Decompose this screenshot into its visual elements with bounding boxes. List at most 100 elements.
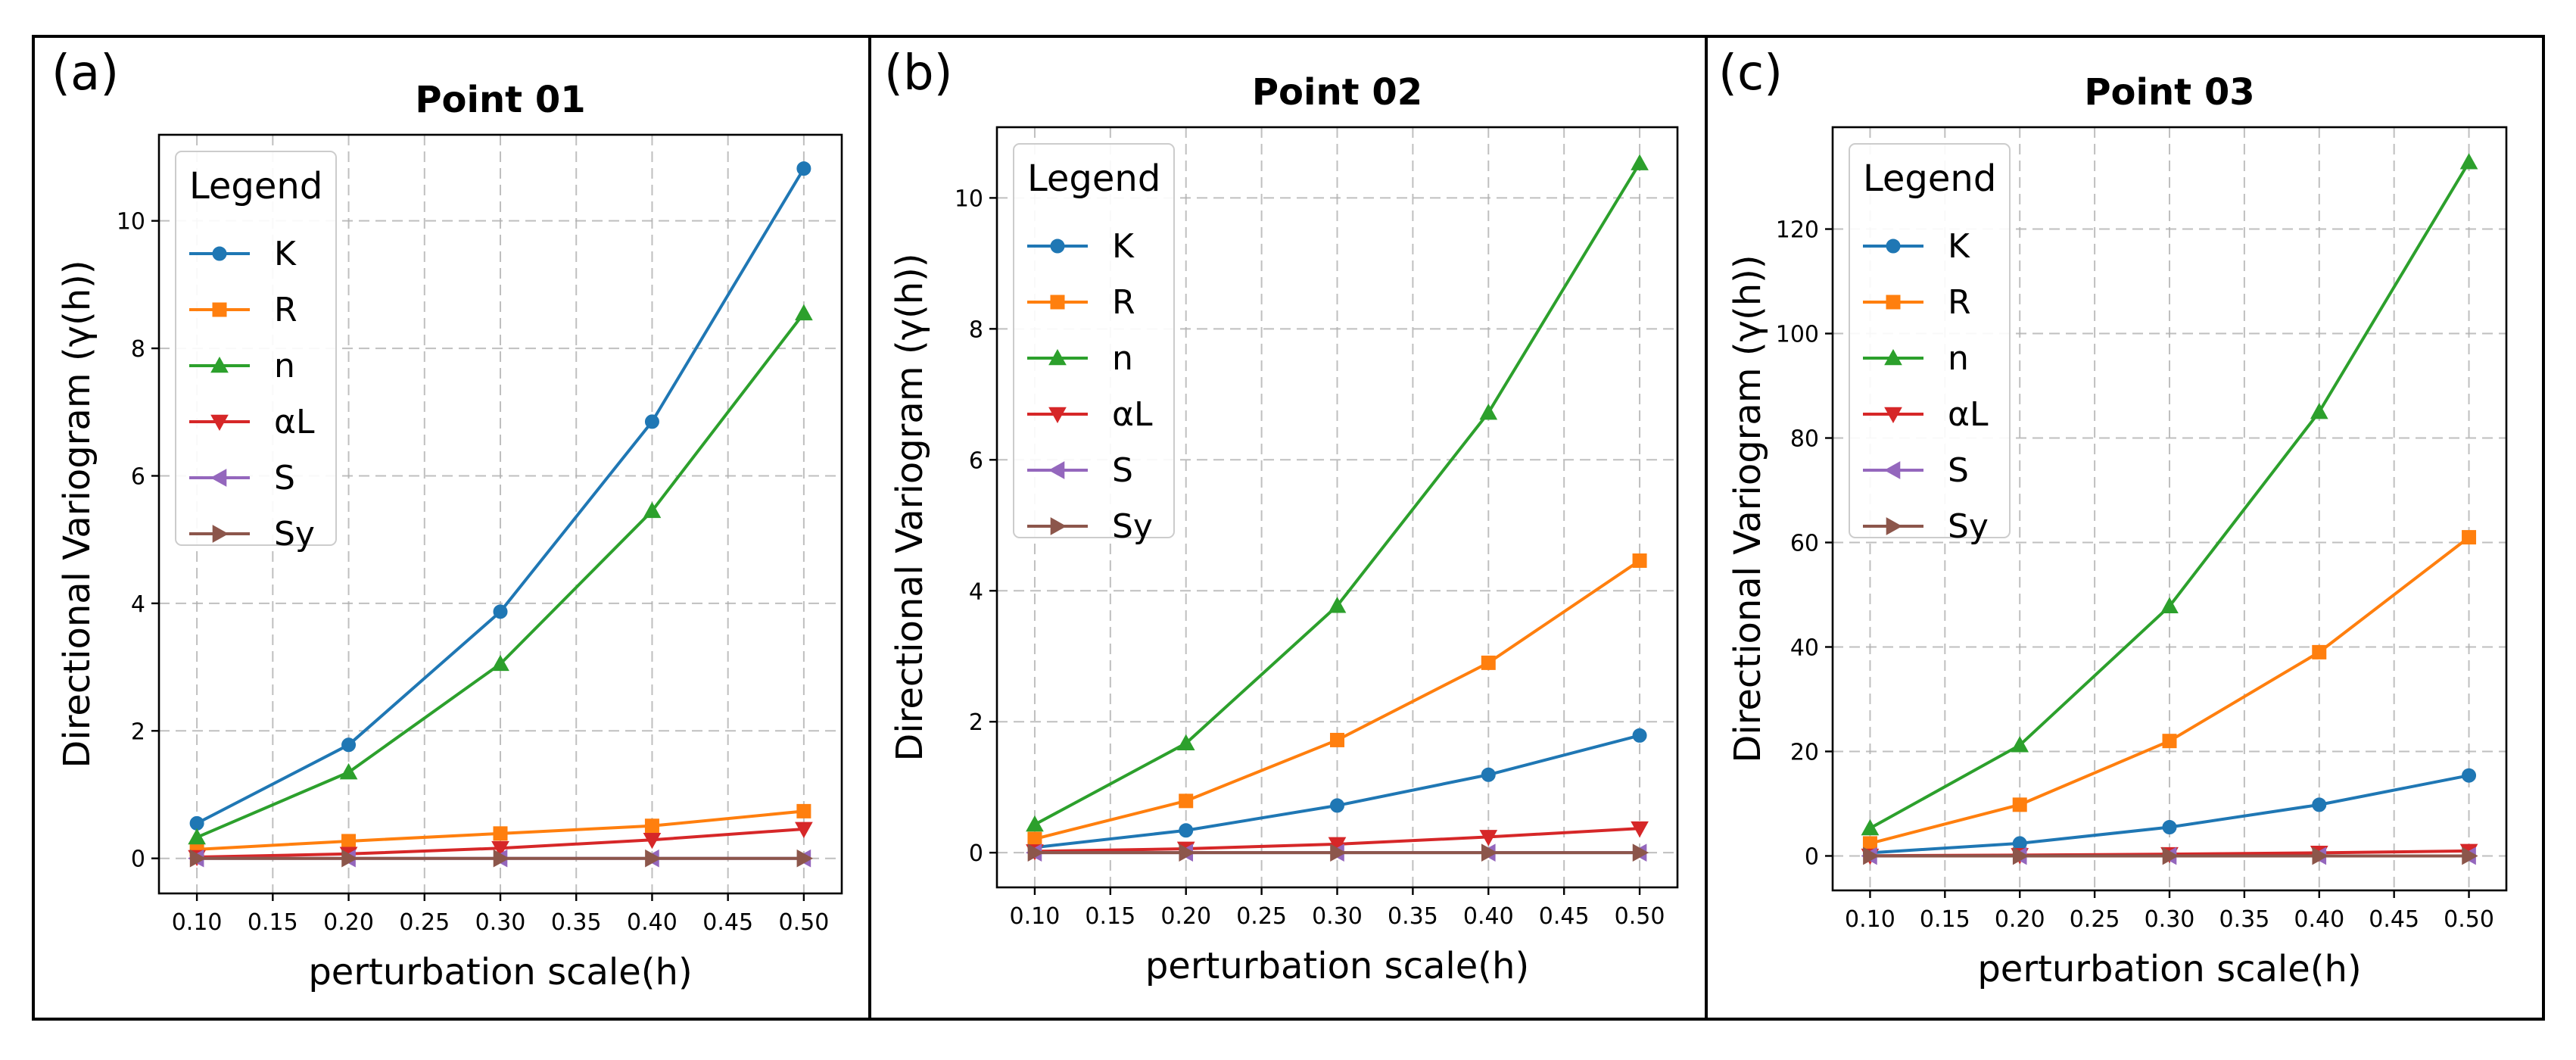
data-point — [2011, 736, 2029, 753]
data-point — [1481, 767, 1496, 782]
x-tick-label: 0.40 — [2294, 906, 2344, 933]
legend-marker — [1050, 238, 1065, 254]
legend-entry: R — [1027, 283, 1135, 322]
data-point — [493, 826, 508, 841]
legend-label: αL — [1112, 395, 1153, 434]
y-tick-label: 0 — [131, 846, 145, 873]
x-tick-label: 0.30 — [2145, 906, 2195, 933]
data-point — [796, 161, 811, 176]
data-point — [493, 849, 510, 868]
legend-entry: K — [1863, 227, 1970, 266]
x-tick-label: 0.40 — [627, 909, 677, 936]
data-point — [1479, 404, 1498, 420]
x-tick-label: 0.50 — [1615, 903, 1665, 930]
x-tick-label: 0.40 — [1463, 903, 1514, 930]
y-tick-label: 6 — [969, 447, 983, 474]
legend-label: K — [274, 235, 297, 273]
series-R — [1862, 530, 2477, 851]
data-point — [1328, 837, 1347, 853]
legend-marker — [1886, 295, 1901, 310]
series-K — [1862, 768, 2477, 860]
data-point — [1027, 843, 1044, 862]
data-point — [643, 501, 662, 519]
x-tick-label: 0.10 — [172, 909, 223, 936]
legend-title: Legend — [1863, 157, 1996, 200]
y-tick-label: 20 — [1790, 739, 1819, 765]
legend: Legend KRn αL S Sy — [1013, 143, 1175, 546]
legend-label: K — [1948, 227, 1970, 266]
y-tick-label: 120 — [1776, 217, 1819, 244]
x-tick-label: 0.20 — [1160, 903, 1211, 930]
legend-label: S — [1112, 451, 1133, 490]
data-point — [493, 604, 508, 619]
legend-title: Legend — [1027, 157, 1160, 200]
data-point — [2462, 768, 2477, 783]
data-point — [2012, 797, 2027, 812]
x-tick-label: 0.35 — [1388, 903, 1438, 930]
x-tick-label: 0.50 — [2444, 906, 2494, 933]
legend-marker — [212, 246, 227, 261]
data-point — [491, 654, 509, 672]
series-K — [1027, 728, 1647, 855]
legend-entry: Sy — [1027, 507, 1153, 546]
y-tick-label: 8 — [969, 316, 983, 343]
data-point — [1179, 843, 1195, 862]
data-point — [341, 834, 357, 849]
x-tick-label: 0.25 — [1236, 903, 1287, 930]
data-point — [1861, 818, 1880, 836]
data-point — [1027, 831, 1042, 846]
legend-label: Sy — [274, 515, 315, 553]
legend-label: αL — [1948, 395, 1989, 434]
legend-entry: Sy — [189, 515, 315, 553]
panel-label: (a) — [51, 45, 119, 101]
y-tick-label: 100 — [1776, 322, 1819, 348]
legend-entry: αL — [1027, 395, 1153, 434]
data-point — [1481, 843, 1498, 862]
legend-marker — [1884, 407, 1902, 424]
legend: Legend KRn αL S Sy — [1849, 143, 2011, 546]
legend-entry: S — [1027, 451, 1133, 490]
panel-frame — [1705, 35, 2545, 1021]
x-tick-label: 0.30 — [1312, 903, 1363, 930]
legend-marker — [210, 469, 227, 487]
legend-marker — [1883, 461, 1901, 479]
y-tick-label: 8 — [131, 336, 145, 363]
plot-area — [1831, 126, 2508, 892]
legend-label: n — [274, 347, 295, 385]
data-point — [189, 815, 204, 831]
legend-title: Legend — [189, 165, 322, 207]
data-point — [2162, 734, 2177, 749]
y-tick-label: 60 — [1790, 531, 1819, 557]
data-point — [1631, 821, 1649, 838]
legend-label: S — [274, 459, 295, 497]
data-point — [2462, 530, 2477, 545]
series-R — [1027, 553, 1647, 846]
data-point — [1328, 597, 1347, 613]
data-point — [1330, 732, 1344, 747]
data-point — [1179, 793, 1194, 809]
data-point — [1862, 836, 1877, 851]
legend-label: R — [274, 291, 297, 329]
x-tick-label: 0.10 — [1845, 906, 1895, 933]
y-axis-label: Directional Variogram (γ(h)) — [1727, 254, 1769, 762]
legend-marker — [1048, 461, 1065, 479]
data-point — [1176, 734, 1195, 751]
y-tick-label: 4 — [969, 578, 983, 605]
data-point — [1631, 154, 1649, 170]
legend-marker — [1050, 295, 1065, 310]
legend-label: Sy — [1112, 507, 1153, 546]
legend-marker — [1886, 238, 1901, 254]
data-point — [491, 840, 509, 858]
series-n — [1861, 153, 2478, 836]
legend-marker — [1886, 517, 1903, 535]
x-tick-label: 0.45 — [1539, 903, 1590, 930]
x-tick-label: 0.15 — [248, 909, 298, 936]
legend-entry: R — [189, 291, 297, 329]
data-point — [1481, 655, 1496, 670]
legend-label: R — [1112, 283, 1135, 322]
x-axis-label: perturbation scale(h) — [308, 951, 692, 993]
x-axis-label: perturbation scale(h) — [1145, 945, 1529, 987]
data-point — [339, 762, 358, 780]
data-point — [1632, 728, 1647, 743]
y-axis-label: Directional Variogram (γ(h)) — [889, 253, 931, 761]
